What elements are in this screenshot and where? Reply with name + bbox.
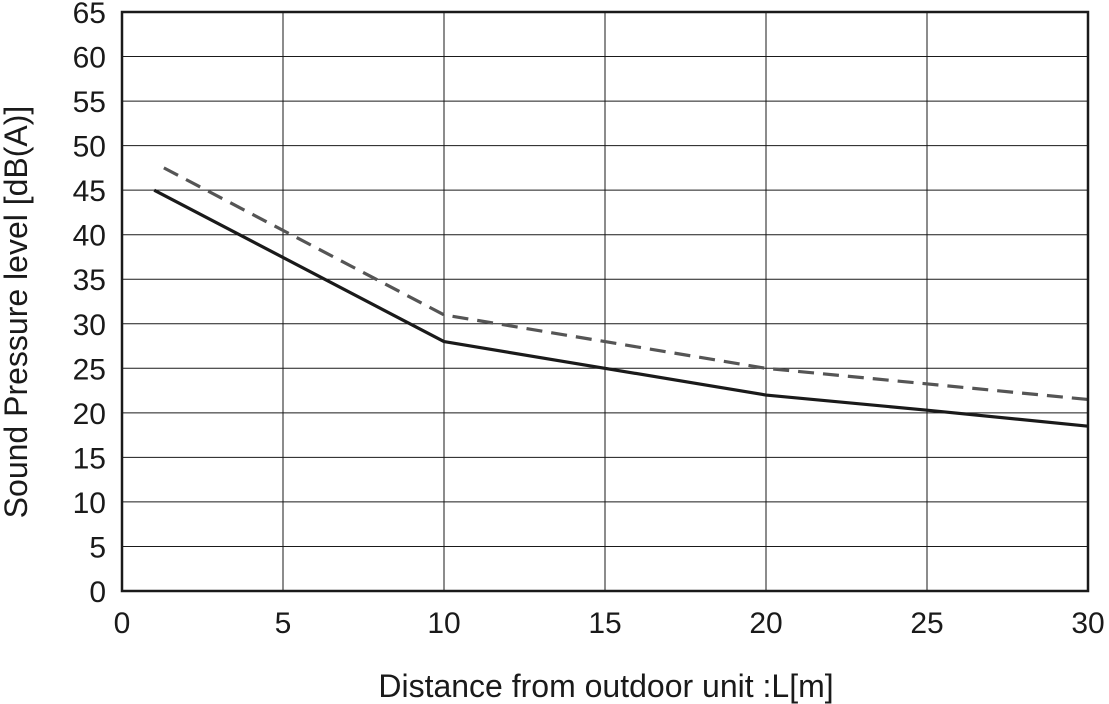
y-tick-label: 5: [89, 531, 106, 564]
grid: [121, 11, 1089, 592]
x-tick-label: 25: [910, 607, 943, 640]
x-tick-label: 5: [275, 607, 292, 640]
y-tick-label: 15: [73, 442, 106, 475]
y-tick-label: 35: [73, 264, 106, 297]
y-tick-label: 60: [73, 42, 106, 75]
y-tick-label: 65: [73, 0, 106, 30]
x-tick-labels: 0 5 10 15 20 25 30: [114, 607, 1105, 640]
y-tick-labels: 0 5 10 15 20 25 30 35 40 45 50 55 60 65: [73, 0, 106, 609]
y-tick-label: 10: [73, 487, 106, 520]
y-tick-label: 30: [73, 309, 106, 342]
y-tick-label: 25: [73, 353, 106, 386]
y-axis-title: Sound Pressure level [dB(A)]: [0, 106, 34, 519]
series-line-dashed: [163, 166, 1089, 402]
x-tick-label: 15: [588, 607, 621, 640]
series-group: [153, 166, 1089, 428]
y-tick-label: 20: [73, 398, 106, 431]
y-tick-label: 50: [73, 131, 106, 164]
y-tick-label: 40: [73, 220, 106, 253]
x-tick-label: 20: [749, 607, 782, 640]
x-tick-label: 0: [114, 607, 131, 640]
x-tick-label: 10: [427, 607, 460, 640]
y-tick-label: 0: [89, 576, 106, 609]
series-line-solid: [153, 188, 1089, 428]
x-axis-title: Distance from outdoor unit :L[m]: [378, 668, 833, 704]
y-tick-label: 55: [73, 86, 106, 119]
y-tick-label: 45: [73, 175, 106, 208]
x-tick-label: 30: [1071, 607, 1104, 640]
plot-frame: [120, 10, 1090, 593]
